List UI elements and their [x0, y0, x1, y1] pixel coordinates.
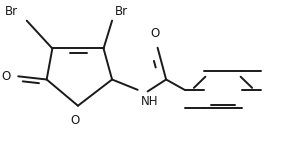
Text: Br: Br — [5, 5, 18, 18]
Text: Br: Br — [115, 5, 128, 18]
Text: NH: NH — [141, 95, 158, 108]
Text: O: O — [2, 70, 11, 83]
Text: O: O — [150, 27, 159, 40]
Text: O: O — [71, 114, 80, 127]
